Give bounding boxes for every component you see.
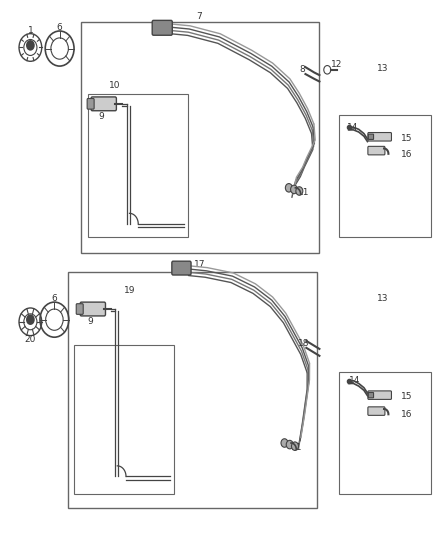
Text: 9: 9 [87, 317, 93, 326]
Bar [68, 272, 317, 508]
Circle shape [296, 187, 303, 195]
Text: 16: 16 [401, 410, 413, 419]
FancyBboxPatch shape [368, 134, 374, 140]
Text: 1: 1 [28, 26, 33, 35]
Text: 7: 7 [197, 12, 202, 21]
Text: 14: 14 [349, 376, 360, 385]
Text: 20: 20 [25, 335, 36, 344]
FancyBboxPatch shape [87, 99, 94, 109]
Text: 15: 15 [401, 134, 413, 143]
Text: 6: 6 [52, 294, 57, 303]
FancyBboxPatch shape [91, 97, 117, 111]
FancyBboxPatch shape [368, 147, 385, 155]
Text: 17: 17 [194, 261, 205, 269]
Text: 8: 8 [299, 66, 305, 74]
FancyBboxPatch shape [80, 302, 106, 316]
Text: 19: 19 [124, 286, 135, 295]
Bar [74, 345, 174, 494]
FancyBboxPatch shape [368, 392, 374, 398]
Text: 13: 13 [377, 294, 389, 303]
Bar [88, 94, 188, 237]
Circle shape [281, 439, 288, 447]
Bar [339, 372, 431, 494]
Circle shape [26, 314, 35, 325]
Text: 10: 10 [110, 81, 121, 90]
FancyBboxPatch shape [368, 391, 392, 399]
FancyBboxPatch shape [368, 133, 392, 141]
Text: 12: 12 [331, 60, 343, 69]
Text: 9: 9 [98, 112, 104, 121]
FancyBboxPatch shape [172, 261, 191, 275]
Text: 11: 11 [291, 443, 303, 452]
Circle shape [286, 183, 292, 192]
Text: 6: 6 [57, 23, 63, 32]
FancyBboxPatch shape [76, 304, 83, 314]
FancyBboxPatch shape [368, 407, 385, 415]
Text: 15: 15 [401, 392, 413, 401]
Text: 16: 16 [401, 150, 413, 159]
Circle shape [291, 442, 298, 450]
Circle shape [290, 185, 297, 193]
Text: 18: 18 [298, 339, 310, 348]
Bar [339, 115, 431, 237]
FancyBboxPatch shape [152, 20, 172, 35]
Circle shape [26, 40, 35, 51]
Circle shape [286, 440, 293, 449]
Text: 11: 11 [297, 188, 309, 197]
Bar [81, 22, 319, 253]
Text: 13: 13 [377, 64, 389, 73]
Text: 14: 14 [346, 123, 358, 132]
